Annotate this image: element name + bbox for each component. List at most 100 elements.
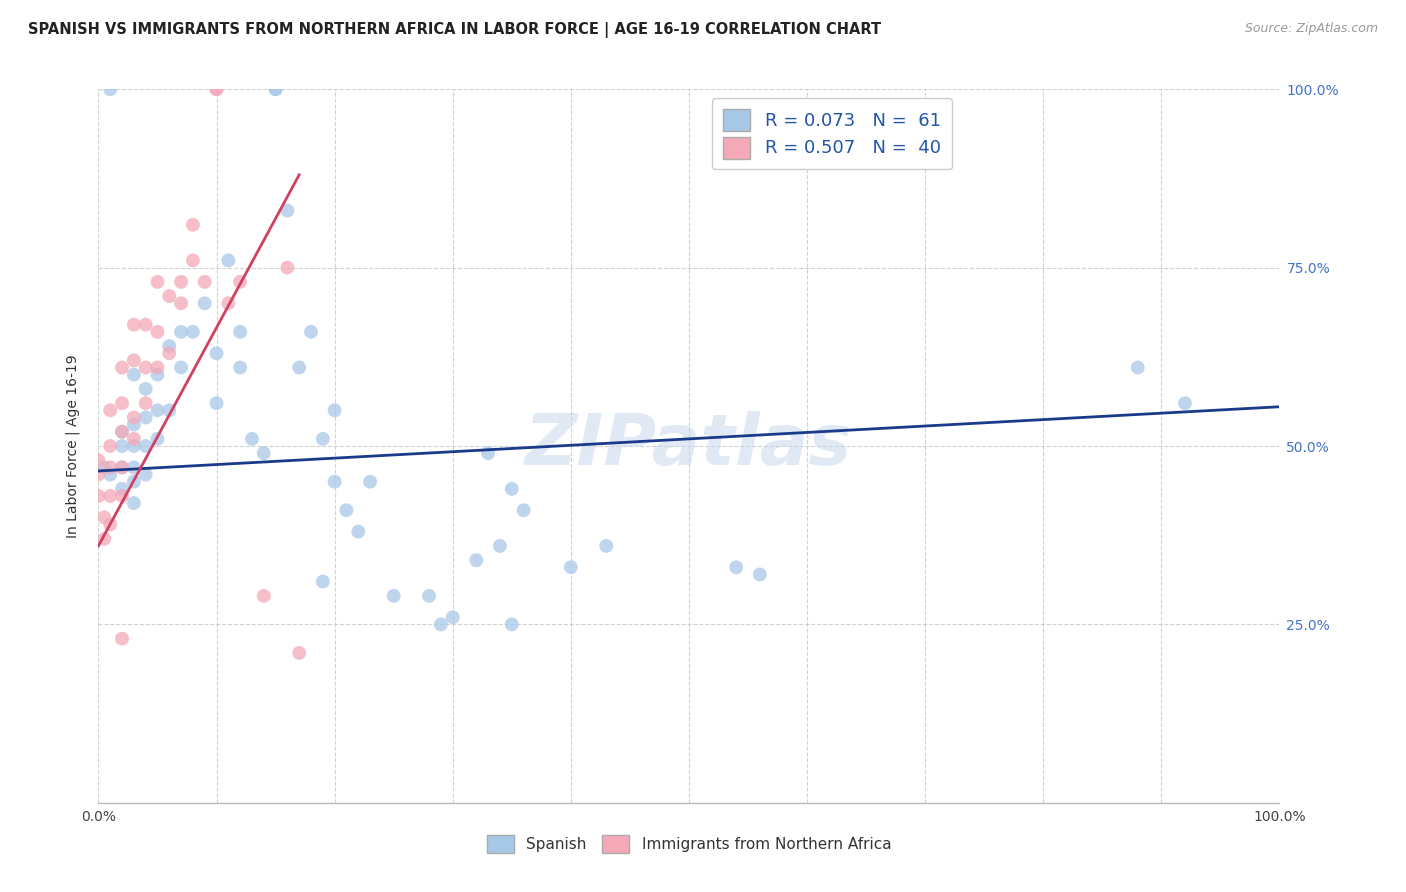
Point xyxy=(93,460,115,475)
Point xyxy=(111,396,134,410)
Point xyxy=(276,203,298,218)
Point xyxy=(240,432,263,446)
Point xyxy=(359,475,381,489)
Point xyxy=(323,475,346,489)
Point xyxy=(323,403,346,417)
Point xyxy=(205,82,228,96)
Point xyxy=(122,439,145,453)
Point xyxy=(501,482,523,496)
Point xyxy=(135,467,157,482)
Point xyxy=(489,539,512,553)
Point xyxy=(181,325,204,339)
Point xyxy=(98,403,121,417)
Point xyxy=(135,318,157,332)
Point xyxy=(288,646,311,660)
Point xyxy=(135,382,157,396)
Point xyxy=(477,446,499,460)
Point xyxy=(253,589,276,603)
Point xyxy=(441,610,464,624)
Point xyxy=(157,289,180,303)
Point xyxy=(276,260,298,275)
Point xyxy=(146,360,169,375)
Point xyxy=(111,460,134,475)
Point xyxy=(229,360,252,375)
Point xyxy=(135,396,157,410)
Point xyxy=(111,489,134,503)
Point xyxy=(146,325,169,339)
Point xyxy=(560,560,582,574)
Point xyxy=(157,346,180,360)
Point xyxy=(335,503,357,517)
Point xyxy=(205,396,228,410)
Point xyxy=(288,360,311,375)
Point xyxy=(135,439,157,453)
Point xyxy=(98,82,121,96)
Point xyxy=(1126,360,1149,375)
Point xyxy=(122,432,145,446)
Point xyxy=(205,82,228,96)
Point xyxy=(229,275,252,289)
Point xyxy=(217,253,239,268)
Point xyxy=(217,296,239,310)
Point xyxy=(98,489,121,503)
Point xyxy=(146,368,169,382)
Point xyxy=(111,439,134,453)
Point xyxy=(170,325,193,339)
Point xyxy=(253,446,276,460)
Point xyxy=(748,567,770,582)
Point xyxy=(122,353,145,368)
Point xyxy=(111,425,134,439)
Text: SPANISH VS IMMIGRANTS FROM NORTHERN AFRICA IN LABOR FORCE | AGE 16-19 CORRELATIO: SPANISH VS IMMIGRANTS FROM NORTHERN AFRI… xyxy=(28,22,882,38)
Point xyxy=(312,574,335,589)
Point xyxy=(98,460,121,475)
Point xyxy=(194,275,217,289)
Point xyxy=(98,517,121,532)
Point xyxy=(122,417,145,432)
Point xyxy=(111,360,134,375)
Point xyxy=(146,275,169,289)
Point xyxy=(122,475,145,489)
Point xyxy=(512,503,534,517)
Point xyxy=(122,368,145,382)
Point xyxy=(87,467,110,482)
Point xyxy=(229,325,252,339)
Point xyxy=(299,325,322,339)
Point xyxy=(135,360,157,375)
Point xyxy=(595,539,617,553)
Point xyxy=(382,589,405,603)
Point xyxy=(347,524,370,539)
Point xyxy=(93,532,115,546)
Point xyxy=(170,360,193,375)
Point xyxy=(98,467,121,482)
Point xyxy=(122,496,145,510)
Point xyxy=(93,510,115,524)
Point xyxy=(181,218,204,232)
Point xyxy=(122,410,145,425)
Point xyxy=(170,296,193,310)
Point xyxy=(264,82,287,96)
Point xyxy=(111,425,134,439)
Point xyxy=(418,589,440,603)
Y-axis label: In Labor Force | Age 16-19: In Labor Force | Age 16-19 xyxy=(65,354,80,538)
Point xyxy=(111,632,134,646)
Point xyxy=(157,403,180,417)
Point xyxy=(194,296,217,310)
Point xyxy=(181,253,204,268)
Point xyxy=(157,339,180,353)
Point xyxy=(264,82,287,96)
Point xyxy=(122,318,145,332)
Point xyxy=(87,453,110,467)
Point xyxy=(111,460,134,475)
Point xyxy=(111,482,134,496)
Point xyxy=(312,432,335,446)
Point xyxy=(170,275,193,289)
Point xyxy=(146,403,169,417)
Point xyxy=(501,617,523,632)
Point xyxy=(98,439,121,453)
Point xyxy=(725,560,748,574)
Point xyxy=(465,553,488,567)
Point xyxy=(430,617,453,632)
Point xyxy=(122,460,145,475)
Point xyxy=(1174,396,1197,410)
Point xyxy=(87,489,110,503)
